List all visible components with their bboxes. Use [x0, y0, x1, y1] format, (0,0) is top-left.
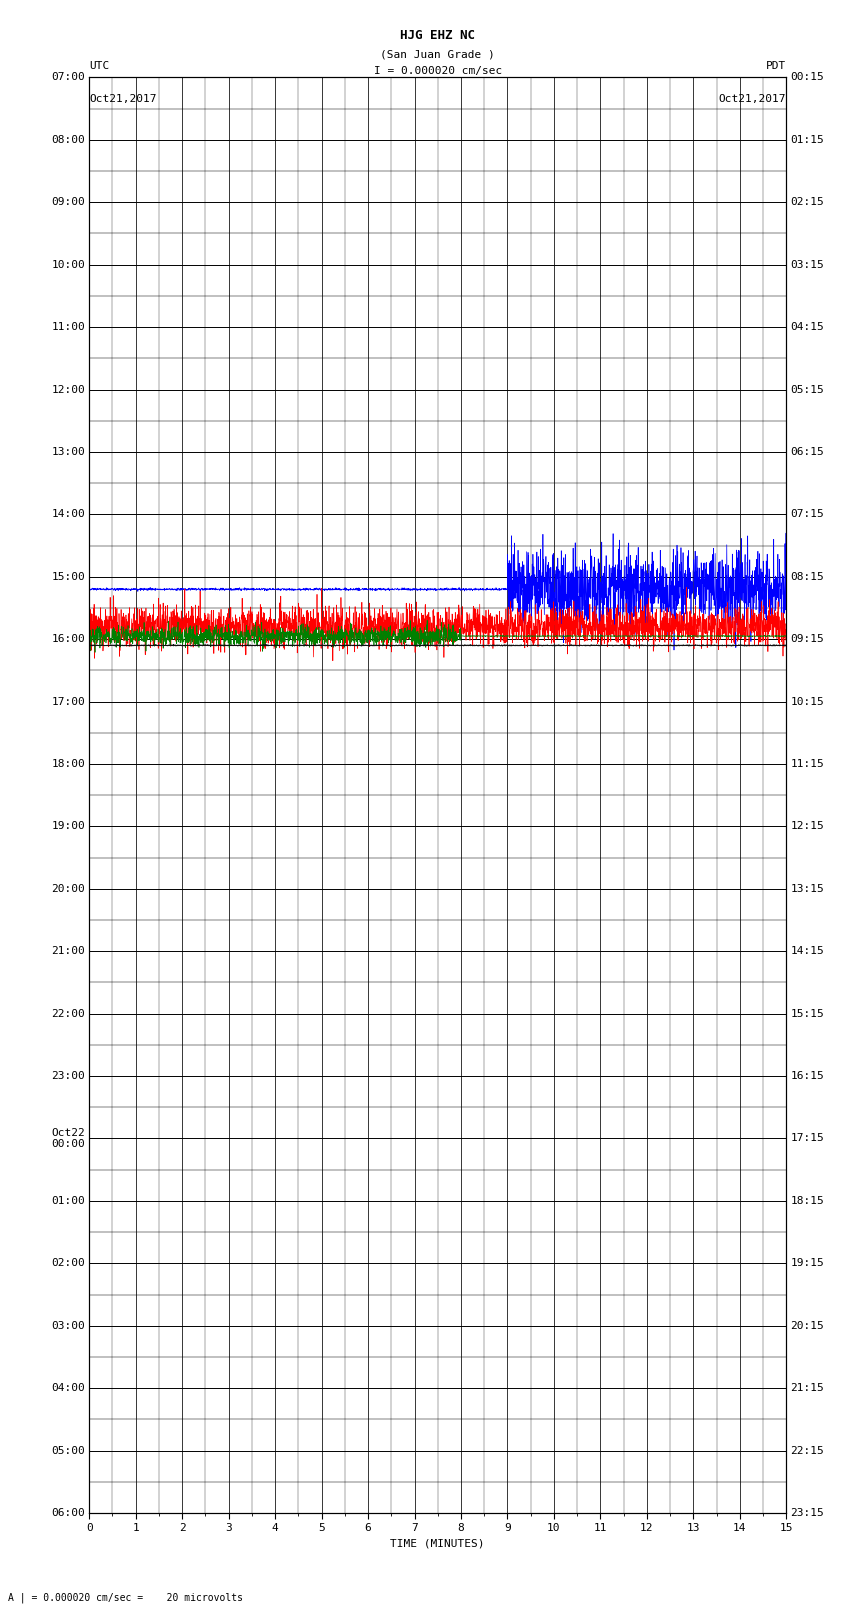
Text: Oct21,2017: Oct21,2017	[719, 94, 786, 103]
Text: PDT: PDT	[766, 61, 786, 71]
Text: UTC: UTC	[89, 61, 110, 71]
Text: A | = 0.000020 cm/sec =    20 microvolts: A | = 0.000020 cm/sec = 20 microvolts	[8, 1592, 243, 1603]
Text: Oct21,2017: Oct21,2017	[89, 94, 156, 103]
Text: (San Juan Grade ): (San Juan Grade )	[380, 50, 495, 60]
Text: I = 0.000020 cm/sec: I = 0.000020 cm/sec	[374, 66, 502, 76]
Text: HJG EHZ NC: HJG EHZ NC	[400, 29, 475, 42]
X-axis label: TIME (MINUTES): TIME (MINUTES)	[390, 1539, 485, 1548]
